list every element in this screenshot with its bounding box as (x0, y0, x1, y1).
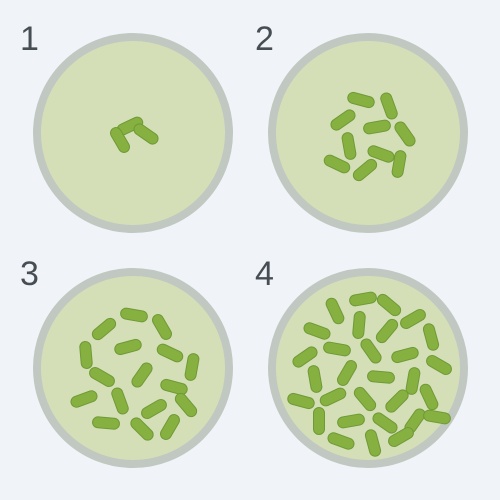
bacterium-icon (340, 131, 357, 161)
bacterium-icon (78, 340, 92, 369)
bacterium-icon (301, 320, 331, 341)
bacterium-icon (323, 295, 346, 325)
bacterium-icon (351, 384, 378, 413)
bacterium-icon (112, 337, 142, 356)
bacterium-icon (86, 364, 116, 388)
bacterium-icon (127, 414, 155, 442)
bacterium-icon (378, 90, 399, 120)
stage-label-1: 1 (20, 20, 39, 59)
bacterium-icon (328, 107, 358, 133)
bacterium-icon (285, 391, 315, 410)
bacterium-icon (334, 357, 358, 387)
petri-dish-4 (268, 268, 468, 468)
bacterium-icon (422, 408, 452, 425)
bacterium-icon (417, 381, 440, 411)
stage-label-2: 2 (255, 20, 274, 59)
bacterium-icon (389, 345, 419, 364)
bacterium-icon (348, 290, 378, 307)
bacterium-icon (91, 415, 120, 429)
bacterium-icon (382, 386, 410, 414)
panel-1: 1 (20, 20, 245, 245)
bacterium-icon (183, 352, 200, 382)
petri-dish-1 (33, 33, 233, 233)
bacterium-icon (68, 388, 98, 409)
bacterium-icon (363, 427, 382, 457)
bacterium-icon (421, 321, 440, 351)
stage-label-3: 3 (20, 255, 39, 294)
panel-4: 4 (255, 255, 480, 480)
bacterium-icon (325, 430, 355, 451)
panel-3: 3 (20, 255, 245, 480)
bacterium-icon (109, 385, 130, 415)
petri-dish-2 (268, 33, 468, 233)
bacterium-icon (313, 407, 325, 435)
bacterium-icon (154, 341, 184, 364)
bacterium-icon (89, 315, 118, 342)
stage-label-4: 4 (255, 255, 274, 294)
bacterium-icon (366, 369, 395, 383)
bacterium-icon (129, 360, 155, 390)
bacterium-icon (149, 311, 173, 341)
bacterium-icon (373, 316, 400, 345)
bacterium-icon (350, 156, 379, 183)
bacterium-icon (345, 90, 375, 109)
petri-dish-3 (33, 268, 233, 468)
bacterium-icon (374, 291, 403, 318)
bacterium-icon (131, 121, 161, 147)
bacterium-icon (423, 352, 453, 376)
bacterium-icon (119, 306, 149, 323)
bacterium-icon (322, 340, 352, 357)
bacterium-icon (351, 310, 365, 339)
bacterium-icon (138, 396, 168, 420)
bacterium-icon (336, 412, 366, 429)
bacterium-icon (362, 118, 392, 135)
bacterium-icon (306, 364, 323, 394)
bacterium-icon (392, 119, 418, 149)
bacterium-icon (157, 411, 181, 441)
panel-2: 2 (255, 20, 480, 245)
